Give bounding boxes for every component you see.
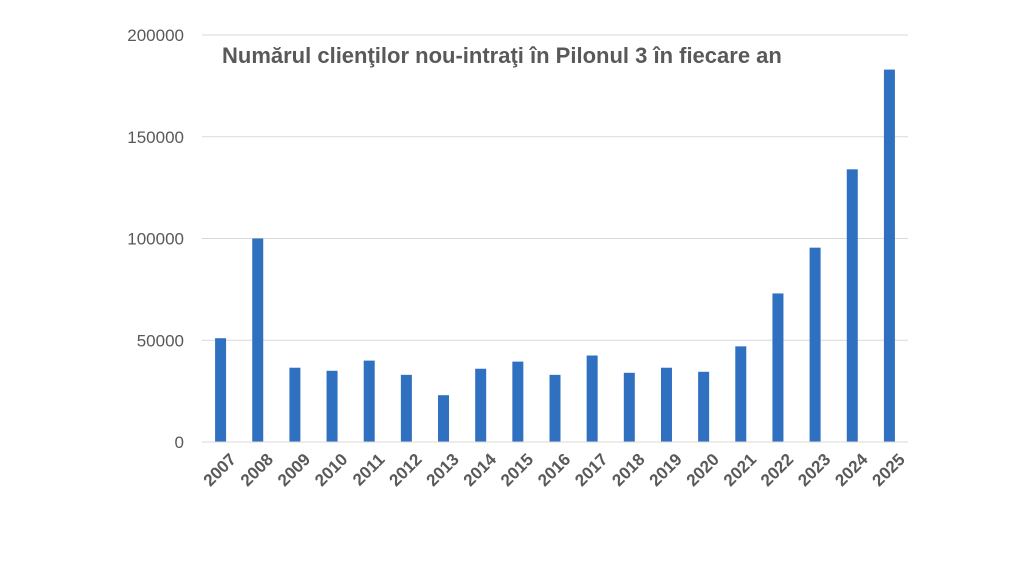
y-tick-label: 0 [175, 433, 184, 452]
bar-2018 [623, 372, 635, 442]
x-tick-label-2010: 2010 [311, 450, 351, 490]
x-tick-label-2011: 2011 [349, 450, 389, 490]
x-tick-label-2016: 2016 [534, 450, 574, 490]
bar-2007 [215, 338, 227, 442]
x-tick-label-2023: 2023 [794, 450, 834, 490]
x-tick-label-2024: 2024 [831, 449, 872, 490]
bar-2016 [549, 374, 561, 442]
bars [215, 69, 895, 442]
bar-2025 [883, 69, 895, 442]
x-tick-label-2008: 2008 [237, 450, 277, 490]
bar-2010 [326, 370, 338, 442]
x-tick-label-2013: 2013 [423, 450, 463, 490]
bar-2009 [289, 367, 301, 442]
bar-2015 [512, 361, 524, 442]
x-tick-label-2021: 2021 [720, 450, 760, 490]
x-tick-label-2018: 2018 [608, 450, 648, 490]
y-tick-label: 200000 [127, 26, 184, 45]
bar-2008 [252, 238, 264, 442]
x-tick-label-2017: 2017 [571, 450, 611, 490]
x-tick-label-2012: 2012 [385, 450, 425, 490]
bar-2023 [809, 247, 821, 442]
bar-2013 [438, 395, 450, 442]
y-axis-tick-labels: 0 50000 100000 150000 200000 [127, 26, 184, 452]
y-tick-label: 50000 [137, 331, 184, 350]
bar-2022 [772, 293, 784, 442]
bar-2020 [698, 371, 710, 442]
x-tick-label-2022: 2022 [757, 450, 797, 490]
bar-2021 [735, 346, 747, 442]
x-tick-label-2007: 2007 [200, 450, 240, 490]
x-axis-tick-labels: 2007200820092010201120122013201420152016… [200, 449, 909, 490]
bar-2019 [660, 367, 672, 442]
gridlines [202, 34, 908, 341]
bar-2012 [400, 374, 412, 442]
bar-2024 [846, 169, 858, 442]
x-tick-label-2020: 2020 [683, 450, 723, 490]
y-tick-label: 150000 [127, 128, 184, 147]
x-tick-label-2014: 2014 [460, 449, 501, 490]
bar-2017 [586, 355, 598, 442]
x-tick-label-2015: 2015 [497, 450, 537, 490]
x-tick-label-2025: 2025 [869, 450, 909, 490]
x-tick-label-2009: 2009 [274, 450, 314, 490]
y-tick-label: 100000 [127, 230, 184, 249]
bar-2011 [363, 360, 375, 442]
bar-2014 [475, 368, 487, 442]
chart-title: Numărul clienţilor nou-intraţi în Pilonu… [222, 43, 782, 68]
x-tick-label-2019: 2019 [646, 450, 686, 490]
